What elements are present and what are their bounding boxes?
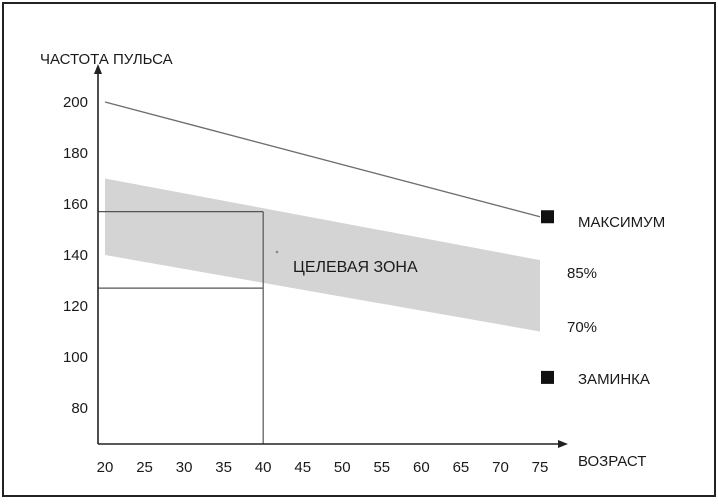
y-tick-label: 140	[63, 247, 88, 264]
x-tick-label: 75	[532, 459, 549, 476]
x-tick-label: 65	[453, 459, 470, 476]
y-tick-label: 200	[63, 94, 88, 111]
x-tick-label: 30	[176, 459, 193, 476]
x-axis-label: ВОЗРАСТ	[578, 453, 646, 470]
y-axis-label: ЧАСТОТА ПУЛЬСА	[40, 51, 173, 68]
x-tick-label: 40	[255, 459, 272, 476]
maximum-marker	[541, 210, 554, 224]
y-tick-label: 120	[63, 298, 88, 315]
y-axis-arrow	[94, 64, 102, 74]
maximum-label: МАКСИМУМ	[578, 214, 665, 231]
x-axis-arrow	[558, 440, 568, 448]
y-tick-label: 180	[63, 145, 88, 162]
chart-border	[2, 2, 716, 497]
zone-label-dot	[275, 250, 279, 254]
x-tick-label: 50	[334, 459, 351, 476]
x-tick-label: 25	[136, 459, 153, 476]
max-heart-rate-line	[104, 101, 541, 218]
x-tick-label: 70	[492, 459, 509, 476]
x-tick-label: 20	[97, 459, 114, 476]
y-tick-label: 100	[63, 349, 88, 366]
target-zone-band	[105, 178, 540, 332]
x-tick-label: 55	[373, 459, 390, 476]
y-tick-label: 80	[71, 400, 88, 417]
cooldown-label: ЗАМИНКА	[578, 371, 650, 388]
x-tick-label: 35	[215, 459, 232, 476]
y-tick-label: 160	[63, 196, 88, 213]
x-tick-label: 45	[294, 459, 311, 476]
cooldown-marker	[541, 370, 554, 384]
target-zone-label: ЦЕЛЕВАЯ ЗОНА	[293, 259, 418, 276]
x-tick-label: 60	[413, 459, 430, 476]
70-percent-label: 70%	[567, 319, 597, 336]
85-percent-label: 85%	[567, 265, 597, 282]
